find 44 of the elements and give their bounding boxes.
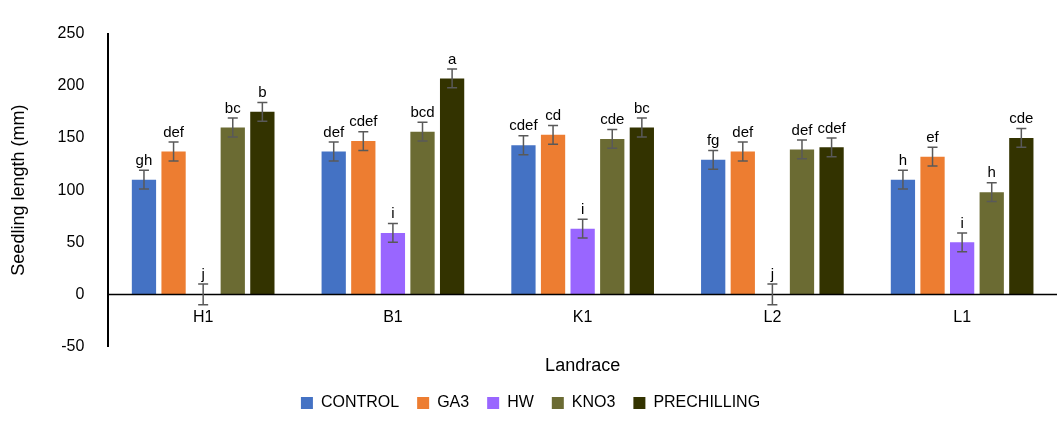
data-label: def — [323, 122, 345, 140]
legend-label: KNO3 — [571, 393, 616, 411]
data-label: def — [791, 120, 814, 138]
data-label: bcd — [410, 102, 435, 120]
x-tick-label: L2 — [763, 308, 782, 326]
data-label: i — [391, 204, 395, 222]
data-label: cdef — [349, 112, 379, 130]
legend-label: HW — [507, 393, 535, 411]
data-label: def — [163, 122, 185, 140]
y-tick-label: 100 — [57, 180, 85, 198]
data-label: gh — [135, 150, 153, 168]
y-tick-label: 150 — [57, 128, 85, 146]
data-label: cd — [545, 106, 561, 124]
y-tick-label: -50 — [61, 337, 85, 355]
data-label: ef — [926, 127, 940, 145]
data-label: a — [447, 49, 457, 67]
y-axis-title: Seedling length (mm) — [7, 104, 28, 276]
data-label: cde — [1009, 109, 1034, 127]
y-tick-label: 0 — [75, 284, 85, 302]
data-label: bc — [224, 98, 242, 116]
legend-label: GA3 — [437, 393, 470, 411]
data-label: cde — [600, 110, 625, 128]
data-label: j — [200, 264, 205, 282]
data-label: i — [960, 213, 964, 231]
x-tick-label: L1 — [953, 308, 972, 326]
x-tick-label: H1 — [192, 308, 214, 326]
x-axis-title: Landrace — [545, 354, 621, 375]
data-label: h — [987, 163, 996, 181]
y-tick-label: 200 — [57, 76, 85, 94]
legend-label: CONTROL — [320, 393, 400, 411]
data-label: b — [258, 83, 267, 101]
x-tick-label: K1 — [572, 308, 593, 326]
data-label: h — [898, 150, 908, 168]
y-tick-label: 50 — [66, 232, 85, 250]
data-label: cdef — [817, 118, 847, 136]
data-label: bc — [633, 98, 651, 116]
y-tick-label: 250 — [57, 24, 85, 42]
data-label: j — [769, 264, 775, 282]
data-label: fg — [706, 131, 720, 149]
x-tick-label: B1 — [383, 308, 403, 326]
legend-label: PRECHILLING — [653, 393, 761, 411]
data-label: cdef — [509, 116, 539, 134]
data-label: i — [580, 199, 585, 217]
data-label: def — [732, 122, 755, 140]
